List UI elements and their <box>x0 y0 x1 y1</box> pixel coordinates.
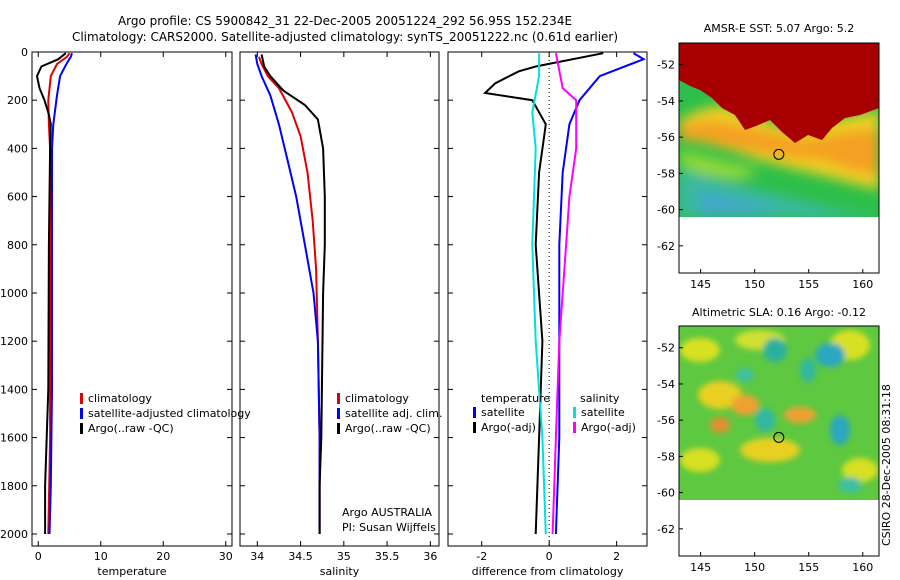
float-program-label: Argo AUSTRALIA <box>342 506 432 519</box>
temperature-axes-frame <box>31 51 233 547</box>
salinity-legend-swatch <box>337 408 340 419</box>
sla-map-title: Altimetric SLA: 0.16 Argo: -0.12 <box>692 306 866 319</box>
temperature-xtick-label: 20 <box>156 550 170 563</box>
diff-legend-swatch <box>573 407 576 418</box>
sla-map-xtick-label: 150 <box>744 561 765 574</box>
diff-legend-label: Argo(-adj) <box>581 421 636 434</box>
sst-map-ytick-label: -54 <box>657 95 675 108</box>
sla-map-xtick-label: 160 <box>852 561 873 574</box>
depth-tick-label: 1800 <box>0 480 28 493</box>
sst-map-frame <box>678 42 880 274</box>
depth-tick-label: 800 <box>7 239 28 252</box>
salinity-axes-frame <box>239 51 440 547</box>
sst-map-xtick-label: 150 <box>744 278 765 291</box>
difference-series-3 <box>551 53 578 535</box>
difference-series-1 <box>482 52 604 535</box>
depth-tick-label: 200 <box>7 94 28 107</box>
difference-xlabel: difference from climatology <box>472 565 624 578</box>
sla-map-ytick-label: -60 <box>657 487 675 500</box>
sst-map-field <box>679 43 879 217</box>
diff-legend-swatch <box>473 422 476 433</box>
figure-title-line2: Climatology: CARS2000. Satellite-adjuste… <box>72 30 618 44</box>
temperature-series-1 <box>48 52 73 535</box>
depth-tick-label: 0 <box>21 46 28 59</box>
difference-xtick-label: 0 <box>546 550 553 563</box>
salinity-series-0 <box>258 56 321 534</box>
figure-title-line1: Argo profile: CS 5900842_31 22-Dec-2005 … <box>118 14 572 28</box>
sla-argo-position-marker <box>773 431 785 443</box>
diff-legend-label: Argo(-adj) <box>481 421 536 434</box>
sst-map-xtick-label: 145 <box>690 278 711 291</box>
difference-xtick-label: 2 <box>613 550 620 563</box>
sla-map-ytick-label: -56 <box>657 414 675 427</box>
diff-legend-label: satellite <box>581 406 625 419</box>
sla-map-field <box>679 326 879 500</box>
salinity-series-1 <box>254 54 321 534</box>
salinity-legend-swatch <box>337 393 340 404</box>
salinity-legend-label: satellite adj. clim. <box>345 407 442 420</box>
salinity-xtick-label: 35.5 <box>375 550 400 563</box>
salinity-legend-label: Argo(..raw -QC) <box>345 422 431 435</box>
sla-map-frame <box>678 325 880 557</box>
sst-argo-position-marker <box>773 148 785 160</box>
sst-map-xtick-label: 160 <box>852 278 873 291</box>
depth-tick-label: 1400 <box>0 383 28 396</box>
difference-series-2 <box>531 53 547 535</box>
difference-xtick-label: -2 <box>476 550 487 563</box>
temperature-xtick-label: 30 <box>219 550 233 563</box>
sla-map-xtick-label: 155 <box>798 561 819 574</box>
diff-legend-label: satellite <box>481 406 525 419</box>
salinity-series-2 <box>260 54 326 534</box>
temperature-legend-swatch <box>80 393 83 404</box>
sst-map-title: AMSR-E SST: 5.07 Argo: 5.2 <box>704 22 855 35</box>
salinity-xtick-label: 36 <box>423 550 437 563</box>
diff-legend-swatch <box>573 422 576 433</box>
depth-tick-label: 400 <box>7 142 28 155</box>
temperature-series-2 <box>35 52 67 534</box>
sst-map-ytick-label: -58 <box>657 167 675 180</box>
sst-map-ytick-label: -52 <box>657 59 675 72</box>
sla-map-ytick-label: -52 <box>657 342 675 355</box>
temperature-legend-swatch <box>80 423 83 434</box>
depth-tick-label: 1600 <box>0 432 28 445</box>
depth-tick-label: 1000 <box>0 287 28 300</box>
sst-map-ytick-label: -56 <box>657 131 675 144</box>
temperature-legend-label: climatology <box>88 392 152 405</box>
depth-tick-label: 600 <box>7 191 28 204</box>
depth-tick-label: 2000 <box>0 528 28 541</box>
sst-map-ytick-label: -60 <box>657 204 675 217</box>
salinity-xlabel: salinity <box>320 565 360 578</box>
float-pi-label: PI: Susan Wijffels <box>342 521 436 534</box>
diff-legend-temperature-header: temperature <box>481 392 550 405</box>
sst-map-ytick-label: -62 <box>657 240 675 253</box>
salinity-xtick-label: 35 <box>337 550 351 563</box>
diff-legend-swatch <box>473 407 476 418</box>
temperature-xlabel: temperature <box>97 565 166 578</box>
depth-tick-label: 1200 <box>0 335 28 348</box>
temperature-xtick-label: 10 <box>94 550 108 563</box>
sla-map-ytick-label: -58 <box>657 450 675 463</box>
sst-map-xtick-label: 155 <box>798 278 819 291</box>
temperature-legend-label: Argo(..raw -QC) <box>88 422 174 435</box>
sla-map-ytick-label: -54 <box>657 378 675 391</box>
temperature-legend-swatch <box>80 408 83 419</box>
salinity-xtick-label: 34.5 <box>288 550 313 563</box>
salinity-legend-swatch <box>337 423 340 434</box>
sla-map-ytick-label: -62 <box>657 523 675 536</box>
footer-stamp: CSIRO 28-Dec-2005 08:31:18 <box>880 384 893 546</box>
temperature-legend-label: satellite-adjusted climatology <box>88 407 251 420</box>
temperature-series-0 <box>47 52 71 535</box>
difference-axes-frame <box>447 51 648 547</box>
diff-legend-salinity-header: salinity <box>580 392 620 405</box>
temperature-xtick-label: 0 <box>35 550 42 563</box>
difference-series-0 <box>554 52 646 535</box>
sla-map-xtick-label: 145 <box>690 561 711 574</box>
salinity-xtick-label: 34 <box>250 550 264 563</box>
salinity-legend-label: climatology <box>345 392 409 405</box>
